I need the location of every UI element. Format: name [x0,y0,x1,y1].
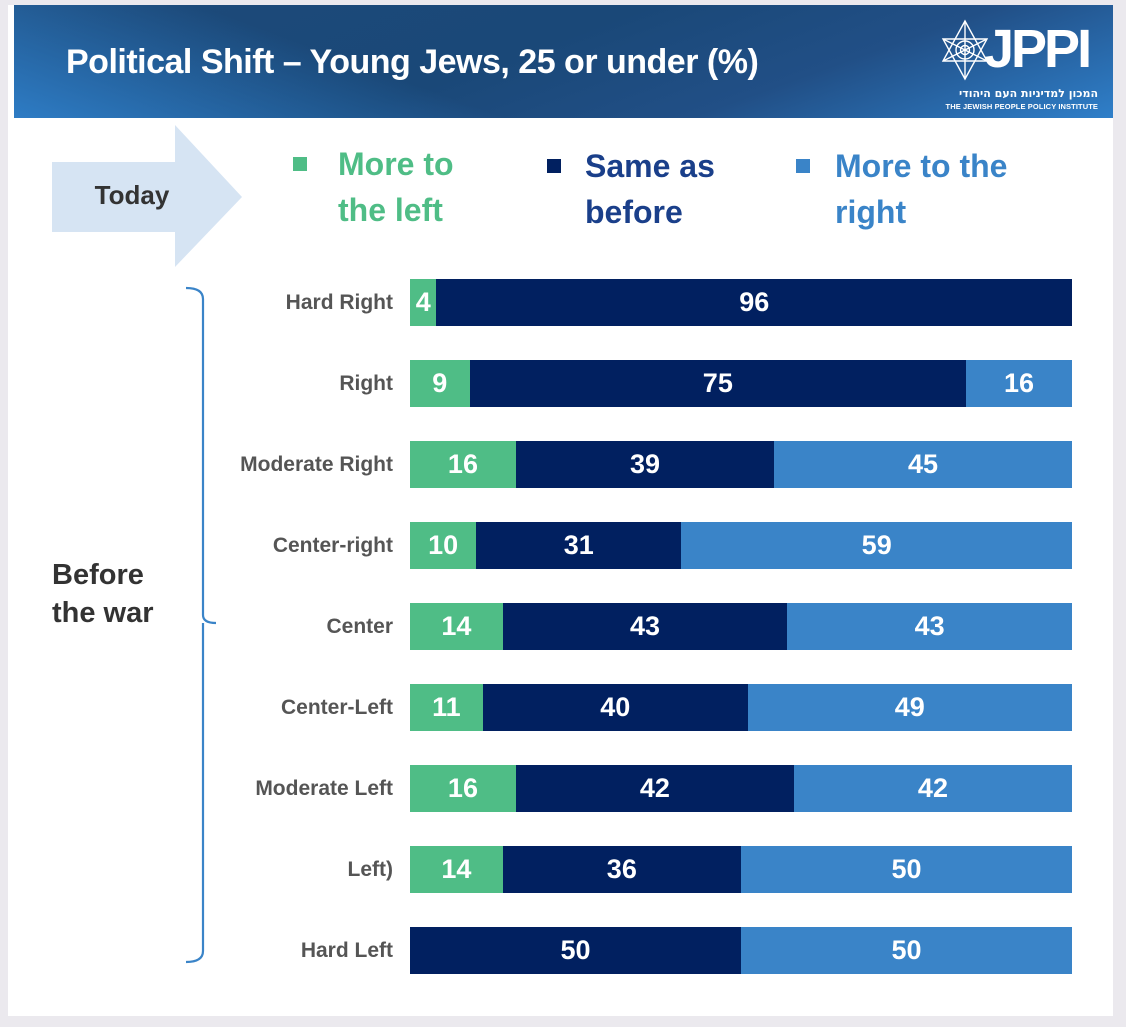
legend-label-line2: the left [338,192,443,228]
category-label: Left) [347,858,394,881]
category-label: Center-right [272,534,393,557]
data-label: 39 [629,449,661,479]
bar-segment: 16 [410,765,516,812]
bar-segment: 14 [410,846,503,893]
today-arrow-shape [52,125,242,267]
page-title: Political Shift – Young Jews, 25 or unde… [66,43,759,81]
bar-row: 11 40 49 [410,684,1072,731]
legend-swatch [293,157,307,171]
bar-segment: 16 [410,441,516,488]
data-label: 43 [914,611,945,641]
before-war-label-line1: Before [52,559,144,591]
bar-row: 16 39 45 [410,441,1072,488]
bar-segment: 9 [410,360,470,407]
data-label: 42 [639,773,670,803]
data-label: 75 [702,368,733,398]
data-label: 10 [428,530,459,560]
category-label: Hard Right [285,291,393,314]
legend-label: Same as before [585,143,715,235]
legend-swatch [547,159,561,173]
before-war-label-line2: the war [52,597,154,629]
bar-segment: 43 [502,603,788,650]
data-label: 50 [891,935,922,965]
data-label: 45 [908,449,939,479]
data-label: 4 [415,287,431,317]
category-label: Center-Left [280,696,393,719]
legend-label-line1: More to the [835,148,1008,184]
bar-segment: 39 [515,441,775,488]
logo-text: JPPI [984,19,1092,79]
data-label: 11 [432,692,461,722]
bar-row: 50 50 [410,927,1072,974]
bar-segment: 42 [793,765,1072,812]
category-label: Center [326,615,393,638]
data-label: 42 [917,773,948,803]
data-label: 16 [447,449,478,479]
legend-label-line2: before [585,194,683,230]
bar-row: 10 31 59 [410,522,1072,569]
data-label: 50 [891,854,922,884]
bar-segment: 50 [410,927,741,974]
before-war-bracket [185,286,217,964]
bar-segment: 14 [410,603,503,650]
legend-label-line2: right [835,194,907,230]
bar-segment: 45 [774,441,1072,488]
category-label: Right [339,372,393,395]
bar-segment: 75 [469,360,967,407]
today-label: Today [94,180,170,210]
bar-segment: 96 [436,279,1072,326]
legend-swatch [796,159,810,173]
data-label: 14 [441,854,472,884]
legend-label: More to the right [835,143,1007,235]
bar-segment: 36 [502,846,741,893]
bar-segment: 4 [410,279,437,326]
data-label: 50 [560,935,591,965]
bar-segment: 31 [476,522,682,569]
bar-segment: 11 [410,684,483,731]
bar-segment: 43 [787,603,1072,650]
data-label: 14 [441,611,472,641]
header-banner: Political Shift – Young Jews, 25 or unde… [14,5,1113,118]
bar-row: 14 36 50 [410,846,1072,893]
data-label: 40 [600,692,631,722]
data-label: 31 [563,530,594,560]
bar-row: 4 96 [410,279,1072,326]
bar-segment: 59 [681,522,1072,569]
before-war-label: Before the war [52,556,154,632]
category-label: Moderate Left [255,777,393,800]
legend-label: More to the left [338,141,454,233]
legend-label-line1: Same as [585,148,715,184]
bar-segment: 42 [515,765,794,812]
bar-segment: 50 [741,927,1072,974]
star-of-david-icon [941,19,989,81]
bar-segment: 16 [966,360,1072,407]
jppi-logo: JPPI המכון למדיניות העם היהודי THE JEWIS… [926,15,1106,115]
category-label: Hard Left [300,939,393,962]
category-label: Moderate Right [240,453,393,476]
data-label: 43 [629,611,661,641]
data-label: 36 [606,854,637,884]
logo-subtitle: THE JEWISH PEOPLE POLICY INSTITUTE [945,102,1098,111]
data-label: 96 [739,287,770,317]
bar-row: 9 75 16 [410,360,1072,407]
data-label: 59 [861,530,892,560]
bar-segment: 49 [747,684,1072,731]
legend-label-line1: More to [338,146,454,182]
bar-row: 16 42 42 [410,765,1072,812]
logo-hebrew-text: המכון למדיניות העם היהודי [959,87,1098,100]
data-label: 16 [447,773,478,803]
bar-segment: 10 [410,522,477,569]
bar-segment: 40 [482,684,748,731]
data-label: 49 [894,692,925,722]
data-label: 16 [1004,368,1035,398]
bar-segment: 50 [740,846,1072,893]
data-label: 9 [432,368,448,398]
bar-row: 14 43 43 [410,603,1072,650]
